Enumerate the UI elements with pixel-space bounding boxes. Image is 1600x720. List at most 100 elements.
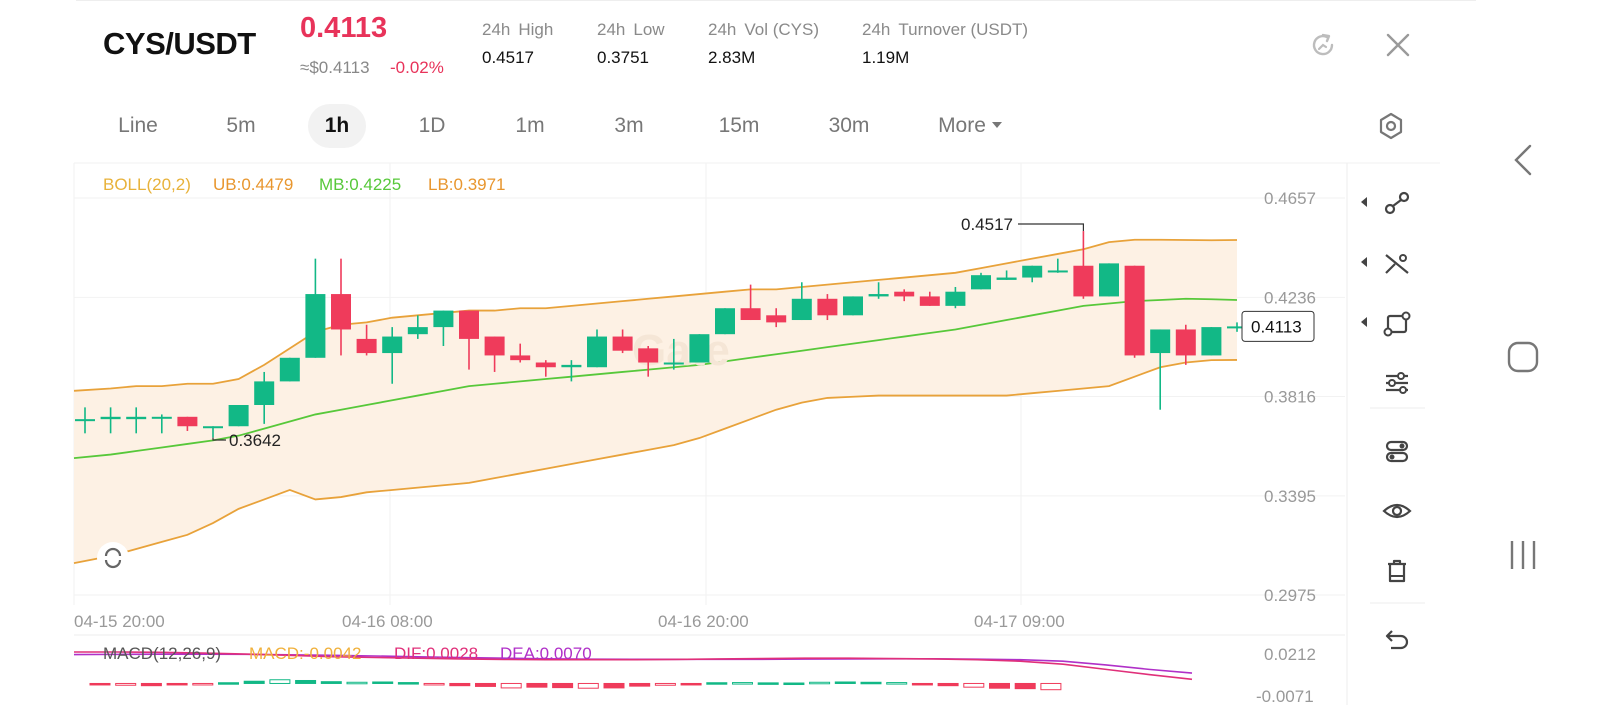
candle-body [459, 310, 479, 339]
candle-body [382, 336, 403, 354]
macd-histogram-bar [783, 682, 805, 686]
reset-view-icon [104, 547, 122, 569]
candle-body [868, 294, 889, 297]
stat-value: 1.19M [862, 48, 910, 67]
expand-arrow-icon[interactable] [1361, 197, 1367, 207]
tab-1h[interactable]: 1h [308, 104, 366, 148]
chart-settings-icon[interactable] [1376, 111, 1406, 141]
expand-arrow-icon[interactable] [1361, 317, 1367, 327]
tab-5m[interactable]: 5m [226, 114, 256, 137]
tab-line[interactable]: Line [118, 114, 158, 137]
home-nav-icon[interactable] [1506, 340, 1540, 379]
candle-body [689, 334, 710, 363]
tab-1m[interactable]: 1m [515, 114, 545, 137]
caret-down-icon [991, 121, 1002, 128]
expand-arrow-icon[interactable] [1361, 257, 1367, 267]
tab-30m[interactable]: 30m [828, 114, 870, 137]
candle-body [331, 294, 351, 330]
macd-histogram-bar [269, 679, 291, 684]
candle-body [510, 355, 531, 361]
candle-body [1150, 329, 1171, 354]
trendline-tool-icon[interactable] [1379, 185, 1415, 221]
macd-histogram-bar [243, 680, 265, 684]
candle-body [894, 291, 915, 297]
candle-body [1022, 265, 1043, 278]
candle-body [1099, 263, 1119, 297]
candle-body [100, 416, 121, 420]
macd-histogram-bar [140, 682, 162, 687]
stat-label: High [518, 20, 554, 39]
stat-high: 24h High 0.4517 [482, 20, 553, 68]
price-change: -0.02% [390, 58, 444, 77]
stat-label: Low [633, 20, 665, 39]
macd-histogram-bar [732, 682, 753, 685]
macd-tick-label: -0.0071 [1256, 687, 1314, 706]
candle-body [1175, 329, 1196, 356]
macd-histogram-bar [218, 682, 239, 685]
trash-icon[interactable] [1379, 553, 1415, 589]
stat-low: 24h Low 0.3751 [597, 20, 665, 68]
candle-body [177, 416, 198, 427]
candle-body [715, 308, 735, 335]
stat-period: 24h [482, 20, 511, 39]
y-tick-label: 0.4657 [1264, 189, 1316, 208]
candle-body [1073, 265, 1094, 297]
macd-histogram-bar [860, 681, 882, 685]
max-marker-line [1018, 223, 1084, 232]
boll-legend-lb: LB:0.3971 [428, 175, 506, 194]
candle-body [766, 315, 787, 323]
y-tick-label: 0.2975 [1264, 586, 1316, 605]
candle-body [433, 310, 454, 328]
undo-icon[interactable] [1379, 621, 1415, 657]
pair-title[interactable]: CYS/USDT [103, 26, 256, 61]
macd-histogram-bar [372, 681, 394, 684]
macd-dif-line [74, 651, 1193, 681]
candle-body [203, 426, 223, 429]
macd-histogram-bar [475, 682, 496, 687]
max-marker-label: 0.4517 [961, 215, 1013, 234]
y-tick-label: 0.3816 [1264, 388, 1316, 407]
magnet-tool-icon[interactable] [1379, 433, 1415, 469]
adjust-tool-icon[interactable] [1379, 365, 1415, 401]
refresh-icon[interactable] [1308, 30, 1338, 60]
macd-histogram-bar [500, 682, 522, 689]
recents-nav-icon[interactable] [1506, 538, 1540, 577]
tab-more[interactable]: More [928, 104, 1012, 148]
macd-tick-label: 0.0212 [1264, 645, 1316, 664]
candle-body [1124, 265, 1145, 356]
candle-body [971, 275, 991, 290]
macd-dea-line [73, 653, 1193, 674]
candle-body [817, 298, 838, 316]
candle-body [228, 404, 249, 427]
candle-body [151, 416, 172, 419]
macd-histogram-bar [89, 682, 111, 686]
macd-histogram-bar [834, 681, 856, 684]
shape-tool-icon[interactable] [1379, 305, 1415, 341]
tab-3m[interactable]: 3m [614, 114, 644, 137]
macd-histogram-bar [192, 682, 214, 686]
min-marker-label: 0.3642 [229, 431, 281, 450]
tab-15m[interactable]: 15m [718, 114, 760, 137]
macd-histogram-bar [346, 681, 368, 685]
boll-band-area [74, 239, 1237, 564]
candle-body [919, 296, 940, 306]
candle-body [663, 362, 684, 365]
boll-legend-mb: MB:0.4225 [319, 175, 402, 194]
back-nav-icon[interactable] [1510, 142, 1536, 183]
macd-histogram-bar [654, 682, 676, 686]
candle-body [1047, 270, 1068, 273]
cross-line-tool-icon[interactable] [1379, 245, 1415, 281]
macd-histogram-bar [1040, 682, 1062, 691]
macd-legend-dif: DIF:0.0028 [394, 644, 479, 663]
tab-1d[interactable]: 1D [418, 114, 446, 137]
macd-histogram-bar [963, 682, 985, 688]
y-tick-label: 0.3395 [1264, 487, 1316, 506]
stat-label: Vol (CYS) [744, 20, 820, 39]
candle-body [638, 348, 659, 363]
eye-icon[interactable] [1379, 493, 1415, 529]
reset-view-badge [97, 542, 129, 574]
close-icon[interactable] [1383, 30, 1413, 60]
candle-body [305, 294, 326, 358]
macd-histogram-bar [937, 682, 959, 687]
